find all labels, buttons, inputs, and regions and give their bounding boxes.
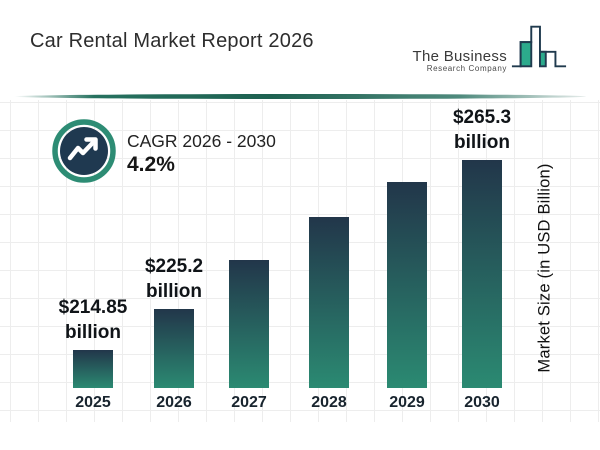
cagr-value: 4.2% <box>127 152 175 176</box>
value-unit: billion <box>454 132 510 153</box>
x-tick-2026: 2026 <box>156 394 192 411</box>
bar-2025 <box>73 350 113 388</box>
value-unit: billion <box>146 281 202 302</box>
logo-name: The Business <box>412 48 507 65</box>
bar-2027 <box>229 260 269 388</box>
header-divider-line <box>14 94 586 99</box>
page-title: Car Rental Market Report 2026 <box>30 30 314 52</box>
value-amount: $265.3 <box>452 107 512 128</box>
x-tick-2027: 2027 <box>231 394 267 411</box>
y-axis-label: Market Size (in USD Billion) <box>535 163 554 373</box>
logo-subname: Research Company <box>426 64 507 73</box>
company-logo-text: The Business Research Company <box>413 49 507 77</box>
cagr-text: CAGR 2026 - 2030 4.2% <box>127 130 276 178</box>
bar-2029 <box>387 182 427 388</box>
cagr-callout: CAGR 2026 - 2030 4.2% <box>52 119 276 188</box>
bar-2026 <box>154 309 194 388</box>
x-tick-2029: 2029 <box>389 394 425 411</box>
bar-2030 <box>462 160 502 388</box>
value-unit: billion <box>65 322 121 343</box>
growth-trend-icon <box>52 119 116 188</box>
x-tick-2028: 2028 <box>311 394 347 411</box>
company-logo: The Business Research Company <box>413 20 568 77</box>
bar-2028 <box>309 217 349 388</box>
value-label-2026: $225.2 billion <box>145 254 203 304</box>
value-label-2030: $265.3 billion <box>453 105 511 155</box>
x-tick-2025: 2025 <box>75 394 111 411</box>
cagr-period-label: CAGR 2026 - 2030 <box>127 130 276 151</box>
value-amount: $225.2 <box>144 256 204 277</box>
value-label-2025: $214.85 billion <box>59 295 128 345</box>
logo-bar-chart-icon <box>510 20 568 77</box>
value-amount: $214.85 <box>58 297 128 318</box>
x-tick-2030: 2030 <box>464 394 500 411</box>
